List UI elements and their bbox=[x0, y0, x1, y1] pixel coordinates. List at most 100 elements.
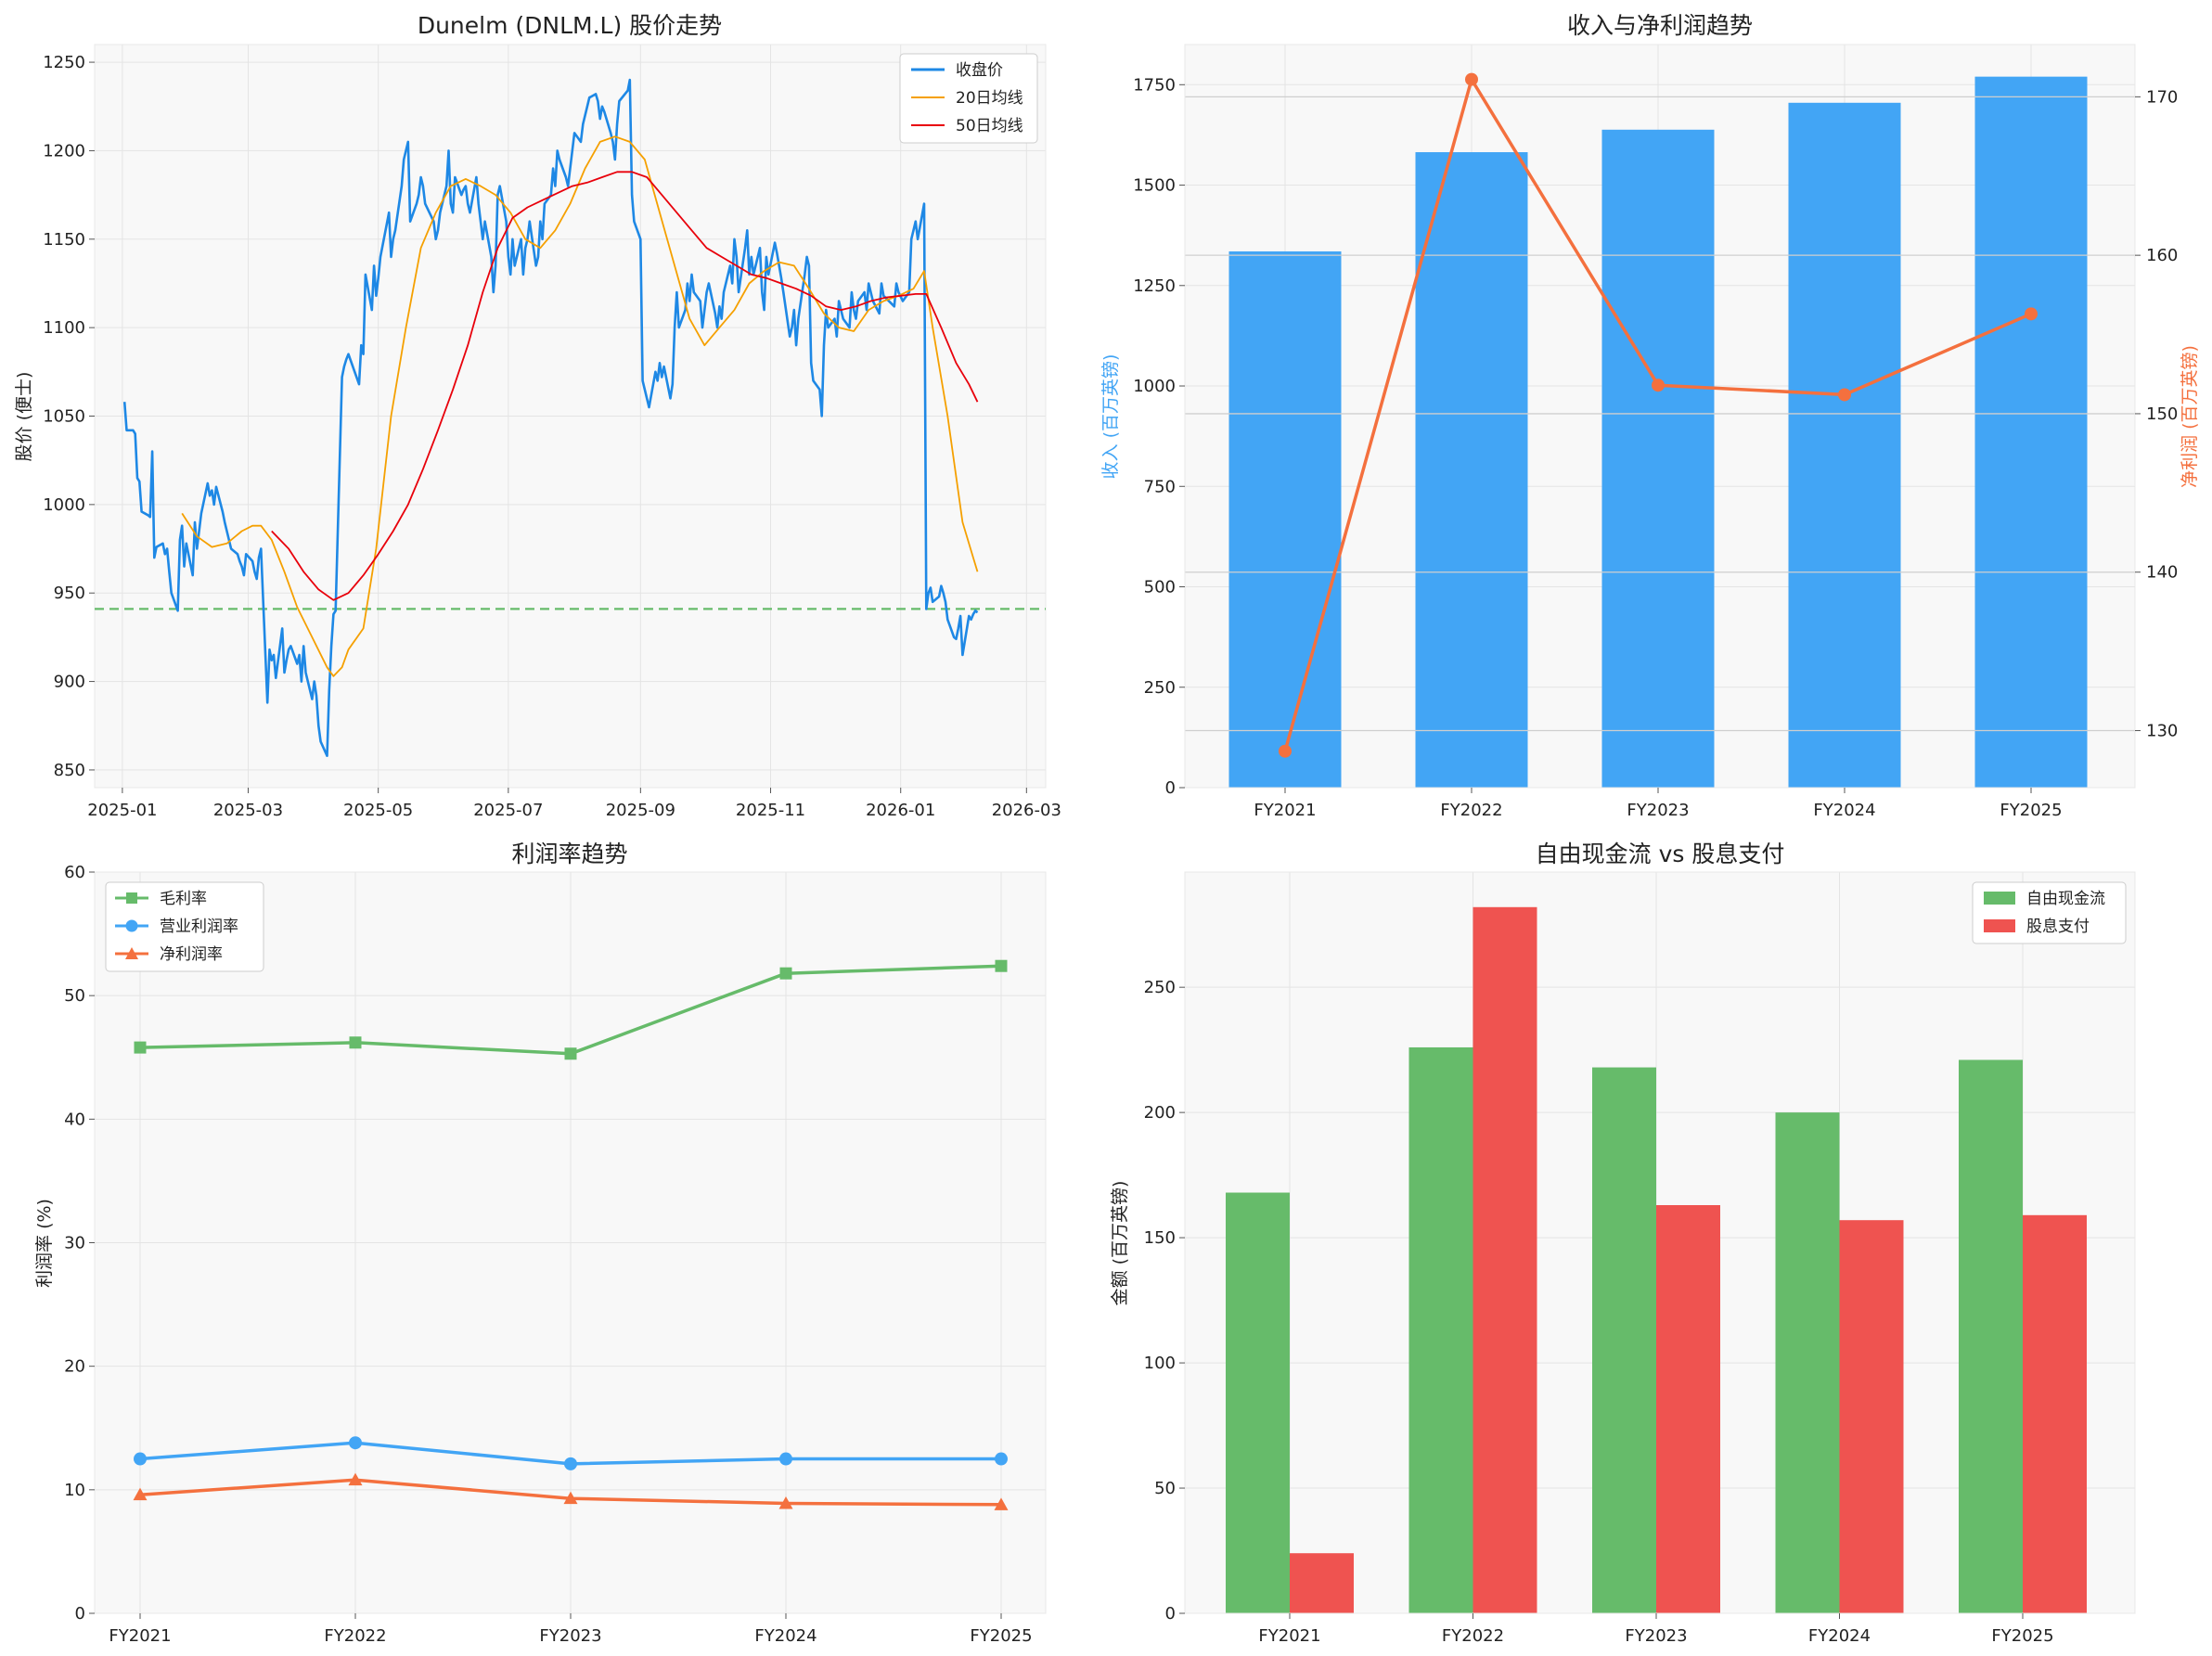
net-margin-point bbox=[778, 1496, 793, 1509]
fcf-tick-label-x: FY2022 bbox=[1442, 1626, 1504, 1646]
margin-legend: 毛利率 营业利润率 净利润率 bbox=[105, 881, 264, 972]
stock-tick-label-y: 950 bbox=[54, 584, 85, 603]
net-profit-point bbox=[1465, 72, 1478, 86]
gross-margin-point bbox=[779, 967, 792, 980]
dividend-bar bbox=[1839, 1220, 1904, 1613]
legend-marker-operating bbox=[125, 919, 138, 932]
fcf-bar bbox=[1775, 1112, 1840, 1613]
fcf-legend: 自由现金流 股息支付 bbox=[1972, 881, 2127, 944]
margin-y-axis-label: 利润率 (%) bbox=[34, 1199, 55, 1288]
legend-marker-net bbox=[125, 947, 138, 959]
revenue-tick-label-y: 1500 bbox=[1133, 176, 1176, 196]
fcf-y-axis-label: 金额 (百万英镑) bbox=[1110, 1181, 1130, 1306]
margin-x-ticks: FY2021 FY2022 FY2023 FY2024 FY2025 bbox=[109, 1613, 1033, 1646]
net-margin-point bbox=[133, 1487, 148, 1501]
net-profit-y-ticks: 130 140 150 160 170 bbox=[2135, 87, 2178, 741]
net-margin-point bbox=[348, 1472, 363, 1486]
gross-margin-point bbox=[134, 1041, 147, 1054]
revenue-tick-label-y: 1750 bbox=[1133, 75, 1176, 95]
net-profit-tick-label-y: 150 bbox=[2146, 404, 2178, 424]
fcf-tick-label-y: 250 bbox=[1144, 978, 1176, 997]
net-profit-tick-label-y: 140 bbox=[2146, 563, 2178, 583]
stock-tick-label-y: 1050 bbox=[43, 407, 85, 427]
fcf-tick-label-x: FY2025 bbox=[1991, 1626, 2053, 1646]
legend-swatch-dividend bbox=[1984, 919, 2015, 932]
gross-margin-point bbox=[564, 1047, 577, 1060]
operating-margin-point bbox=[995, 1452, 1008, 1466]
legend-label-close: 收盘价 bbox=[956, 61, 1003, 80]
stock-tick-label-y: 850 bbox=[54, 761, 85, 780]
operating-margin-point bbox=[349, 1436, 362, 1450]
dividend-bar bbox=[1656, 1205, 1720, 1613]
revenue-y-axis-label: 收入 (百万英镑) bbox=[1100, 354, 1121, 480]
margin-tick-label-x: FY2023 bbox=[539, 1626, 601, 1646]
margin-chart-title: 利润率趋势 bbox=[511, 841, 627, 867]
margin-tick-label-x: FY2021 bbox=[109, 1626, 171, 1646]
revenue-tick-label-y: 0 bbox=[1165, 778, 1176, 798]
revenue-x-ticks: FY2021 FY2022 FY2023 FY2024 FY2025 bbox=[1254, 788, 2063, 820]
legend-label-dividend: 股息支付 bbox=[2026, 918, 2090, 936]
stock-tick-label-x: 2025-09 bbox=[606, 801, 675, 820]
ma20-line bbox=[181, 135, 979, 677]
net-margin-point bbox=[563, 1491, 578, 1505]
legend-label-ma20: 20日均线 bbox=[956, 89, 1023, 108]
fcf-tick-label-y: 200 bbox=[1144, 1103, 1176, 1123]
ma50-line bbox=[271, 171, 979, 601]
panel-stock-price: 850 900 950 1000 1050 1100 1150 1200 1250 2025-0… bbox=[14, 12, 1061, 820]
revenue-bars bbox=[1228, 76, 2088, 789]
stock-tick-label-x: 2025-07 bbox=[473, 801, 543, 820]
revenue-tick-label-x: FY2021 bbox=[1254, 801, 1316, 820]
revenue-bar bbox=[1974, 76, 2088, 789]
fcf-y-ticks: 0 50 100 150 200 250 bbox=[1144, 978, 1185, 1624]
fcf-bar bbox=[1226, 1192, 1290, 1613]
stock-tick-label-y: 1200 bbox=[43, 141, 85, 160]
fcf-tick-label-x: FY2023 bbox=[1625, 1626, 1687, 1646]
revenue-bar bbox=[1228, 250, 1342, 788]
operating-margin-point bbox=[134, 1452, 147, 1466]
stock-tick-label-y: 1150 bbox=[43, 230, 85, 250]
fcf-tick-label-y: 0 bbox=[1165, 1604, 1176, 1624]
margin-y-ticks: 0 10 20 30 40 50 60 bbox=[64, 863, 95, 1624]
stock-x-ticks: 2025-01 2025-03 2025-05 2025-07 2025-09 2025-… bbox=[87, 788, 1061, 820]
stock-chart-title: Dunelm (DNLM.L) 股价走势 bbox=[418, 12, 722, 39]
legend-label-ma50: 50日均线 bbox=[956, 117, 1023, 135]
net-profit-line bbox=[1185, 72, 2135, 758]
revenue-tick-label-y: 250 bbox=[1144, 678, 1176, 698]
fcf-tick-label-x: FY2021 bbox=[1258, 1626, 1320, 1646]
dividend-bar bbox=[2023, 1214, 2087, 1613]
net-margin-point bbox=[994, 1497, 1009, 1510]
stock-legend: 收盘价 20日均线 50日均线 bbox=[899, 53, 1038, 144]
fcf-plot-frame bbox=[1184, 871, 2136, 1614]
net-profit-tick-label-y: 170 bbox=[2146, 87, 2178, 107]
stock-tick-label-y: 1100 bbox=[43, 318, 85, 338]
revenue-bar bbox=[1788, 102, 1901, 789]
margin-tick-label-y: 60 bbox=[64, 863, 85, 882]
revenue-bar bbox=[1601, 129, 1715, 788]
revenue-tick-label-x: FY2024 bbox=[1813, 801, 1875, 820]
gross-margin-point bbox=[995, 959, 1008, 972]
net-profit-point bbox=[2025, 307, 2038, 321]
stock-tick-label-x: 2025-11 bbox=[736, 801, 805, 820]
operating-margin-point bbox=[779, 1452, 792, 1466]
stock-tick-label-x: 2025-03 bbox=[213, 801, 283, 820]
margin-tick-label-y: 20 bbox=[64, 1357, 85, 1377]
net-profit-point bbox=[1838, 388, 1851, 402]
revenue-chart-title: 收入与净利润趋势 bbox=[1567, 12, 1753, 39]
stock-lines bbox=[95, 78, 1046, 758]
revenue-tick-label-x: FY2023 bbox=[1627, 801, 1689, 820]
net-profit-point bbox=[1279, 744, 1292, 758]
revenue-tick-label-x: FY2025 bbox=[2000, 801, 2062, 820]
stock-grid bbox=[95, 45, 1046, 788]
legend-label-gross: 毛利率 bbox=[160, 890, 207, 908]
margin-tick-label-x: FY2024 bbox=[754, 1626, 817, 1646]
panel-fcf-dividends: 0 50 100 150 200 250 FY2021 FY2022 FY2023 FY2024… bbox=[1110, 841, 2136, 1646]
margin-tick-label-y: 50 bbox=[64, 986, 85, 1006]
stock-tick-label-y: 1000 bbox=[43, 495, 85, 515]
stock-tick-label-x: 2026-01 bbox=[866, 801, 935, 820]
fcf-bars bbox=[1226, 906, 2087, 1613]
margin-tick-label-y: 40 bbox=[64, 1110, 85, 1129]
margin-tick-label-y: 0 bbox=[75, 1604, 85, 1624]
fcf-tick-label-x: FY2024 bbox=[1808, 1626, 1871, 1646]
